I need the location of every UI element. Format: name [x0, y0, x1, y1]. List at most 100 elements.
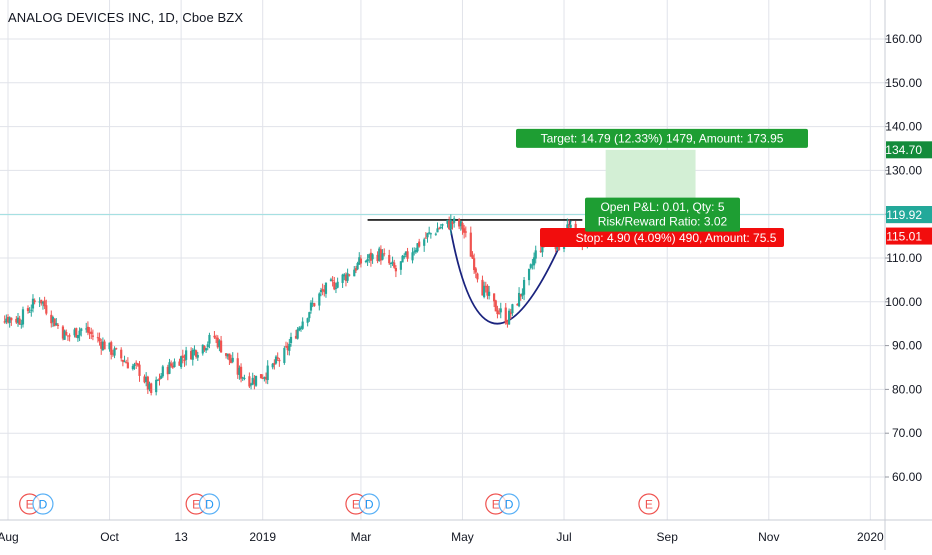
candle-body [507, 310, 511, 325]
candle-body [532, 257, 536, 266]
candle-body [78, 330, 81, 336]
candle-body [464, 231, 467, 233]
candle-body [214, 337, 218, 339]
candle-body [80, 328, 83, 331]
time-tick-label: Mar [351, 530, 372, 544]
candle-body [273, 362, 276, 365]
candle-body [284, 346, 288, 348]
candle-body [289, 336, 293, 344]
pnl-label: Open P&L: 0.01, Qty: 5 [600, 200, 724, 214]
candle-body [344, 274, 348, 281]
candle-body [155, 379, 158, 393]
candle-body [178, 361, 181, 366]
candle-body [353, 269, 356, 277]
earnings-marker [638, 493, 660, 515]
candle-body [248, 376, 251, 387]
candle-body [166, 366, 169, 375]
price-badge [886, 227, 932, 245]
time-tick-label: 2020 [857, 530, 884, 544]
candle-body [43, 300, 46, 307]
risk-reward-label: Risk/Reward Ratio: 3.02 [598, 215, 728, 229]
candle-body [476, 273, 479, 280]
candle-body [509, 312, 512, 315]
candle-body [313, 303, 316, 307]
candle-body [359, 258, 363, 264]
price-axis [885, 0, 932, 550]
candle-body [208, 334, 211, 344]
candle-body [113, 348, 116, 356]
candle-body [309, 302, 313, 311]
candle-body [50, 314, 53, 324]
candle-body [301, 321, 304, 329]
candle-body [253, 379, 256, 385]
stop-label: Stop: 4.90 (4.09%) 490, Amount: 75.5 [576, 231, 777, 245]
candle-body [414, 250, 417, 253]
candle-body [379, 249, 383, 261]
candle-body [399, 261, 402, 270]
candle-body [391, 261, 394, 264]
candle-body [131, 365, 134, 370]
price-badge [886, 141, 932, 159]
candle-body [527, 268, 531, 281]
candle-body [168, 362, 171, 374]
candle-body [404, 251, 407, 256]
candle-body [296, 329, 299, 339]
candle-body [394, 267, 397, 272]
candle-body [411, 252, 414, 261]
candle-body [368, 254, 371, 259]
candle-body [529, 264, 532, 268]
candle-body [6, 316, 10, 323]
candle-body [170, 363, 173, 366]
candle-body [20, 323, 23, 325]
candle-body [381, 253, 384, 260]
candle-body [494, 300, 497, 312]
candle-body [180, 356, 183, 368]
candle-body [504, 307, 507, 324]
price-tick-label: 150.00 [885, 76, 922, 90]
candle-body [66, 335, 70, 337]
candle-body [323, 289, 326, 293]
candle-body [366, 259, 369, 262]
candle-body [85, 328, 88, 330]
candle-body [218, 340, 221, 347]
candle-body [416, 243, 419, 252]
candle-body [481, 279, 484, 296]
dividend-marker-label: D [39, 498, 48, 512]
candle-body [16, 317, 20, 323]
candle-body [413, 251, 416, 253]
candle-body [426, 233, 429, 238]
candle-body [428, 232, 431, 234]
candle-body [185, 350, 188, 360]
candle-body [206, 344, 209, 348]
candle-body [438, 228, 441, 230]
candle-body [145, 376, 148, 382]
candle-body [138, 364, 141, 376]
candle-body [453, 218, 456, 223]
candle-body [226, 353, 229, 357]
candle-body [195, 350, 198, 357]
candle-body [439, 227, 442, 229]
price-badge-label: 115.01 [886, 229, 922, 243]
earnings-marker-label: E [192, 498, 200, 512]
candle-body [521, 293, 524, 296]
dividend-marker [32, 493, 54, 515]
candle-body [158, 378, 161, 380]
candle-body [241, 377, 244, 379]
candle-body [110, 342, 113, 355]
candle-body [193, 349, 196, 352]
candle-body [364, 260, 368, 263]
candle-body [98, 337, 101, 342]
candle-body [191, 349, 194, 360]
candle-body [473, 258, 476, 271]
time-axis [0, 520, 932, 550]
candle-body [286, 345, 289, 351]
candle-body [56, 324, 60, 326]
candle-body [15, 318, 18, 323]
candle-body [333, 281, 336, 290]
candle-body [150, 383, 153, 393]
candle-body [389, 263, 392, 265]
time-tick-label: Aug [0, 530, 19, 544]
candle-body [531, 264, 534, 266]
